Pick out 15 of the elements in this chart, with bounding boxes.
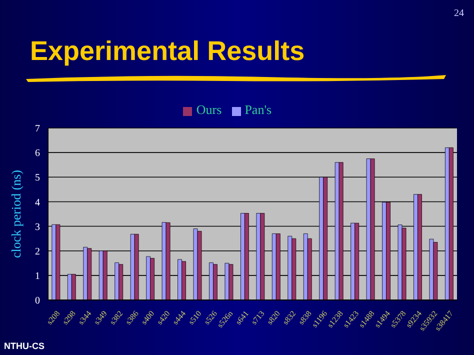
- y-tick-label: 3: [35, 222, 40, 233]
- chart-title: Experimental Results: [30, 36, 305, 67]
- y-tick-label: 1: [35, 270, 40, 282]
- y-tick-label: 4: [35, 197, 40, 208]
- x-tick-label: s641: [234, 309, 250, 326]
- y-tick-label: 6: [35, 148, 40, 160]
- y-axis-title: clock period (ns): [8, 170, 24, 258]
- y-tick-label: 0: [35, 296, 40, 307]
- text: NTHU-CS: [4, 341, 44, 351]
- y-tick-label: 7: [35, 124, 40, 135]
- y-tick-label: 2: [35, 246, 40, 258]
- legend-label: Ours: [196, 102, 222, 117]
- text: 24: [454, 8, 464, 19]
- y-tick-label: 5: [35, 172, 40, 184]
- legend-label: Pan's: [244, 102, 272, 117]
